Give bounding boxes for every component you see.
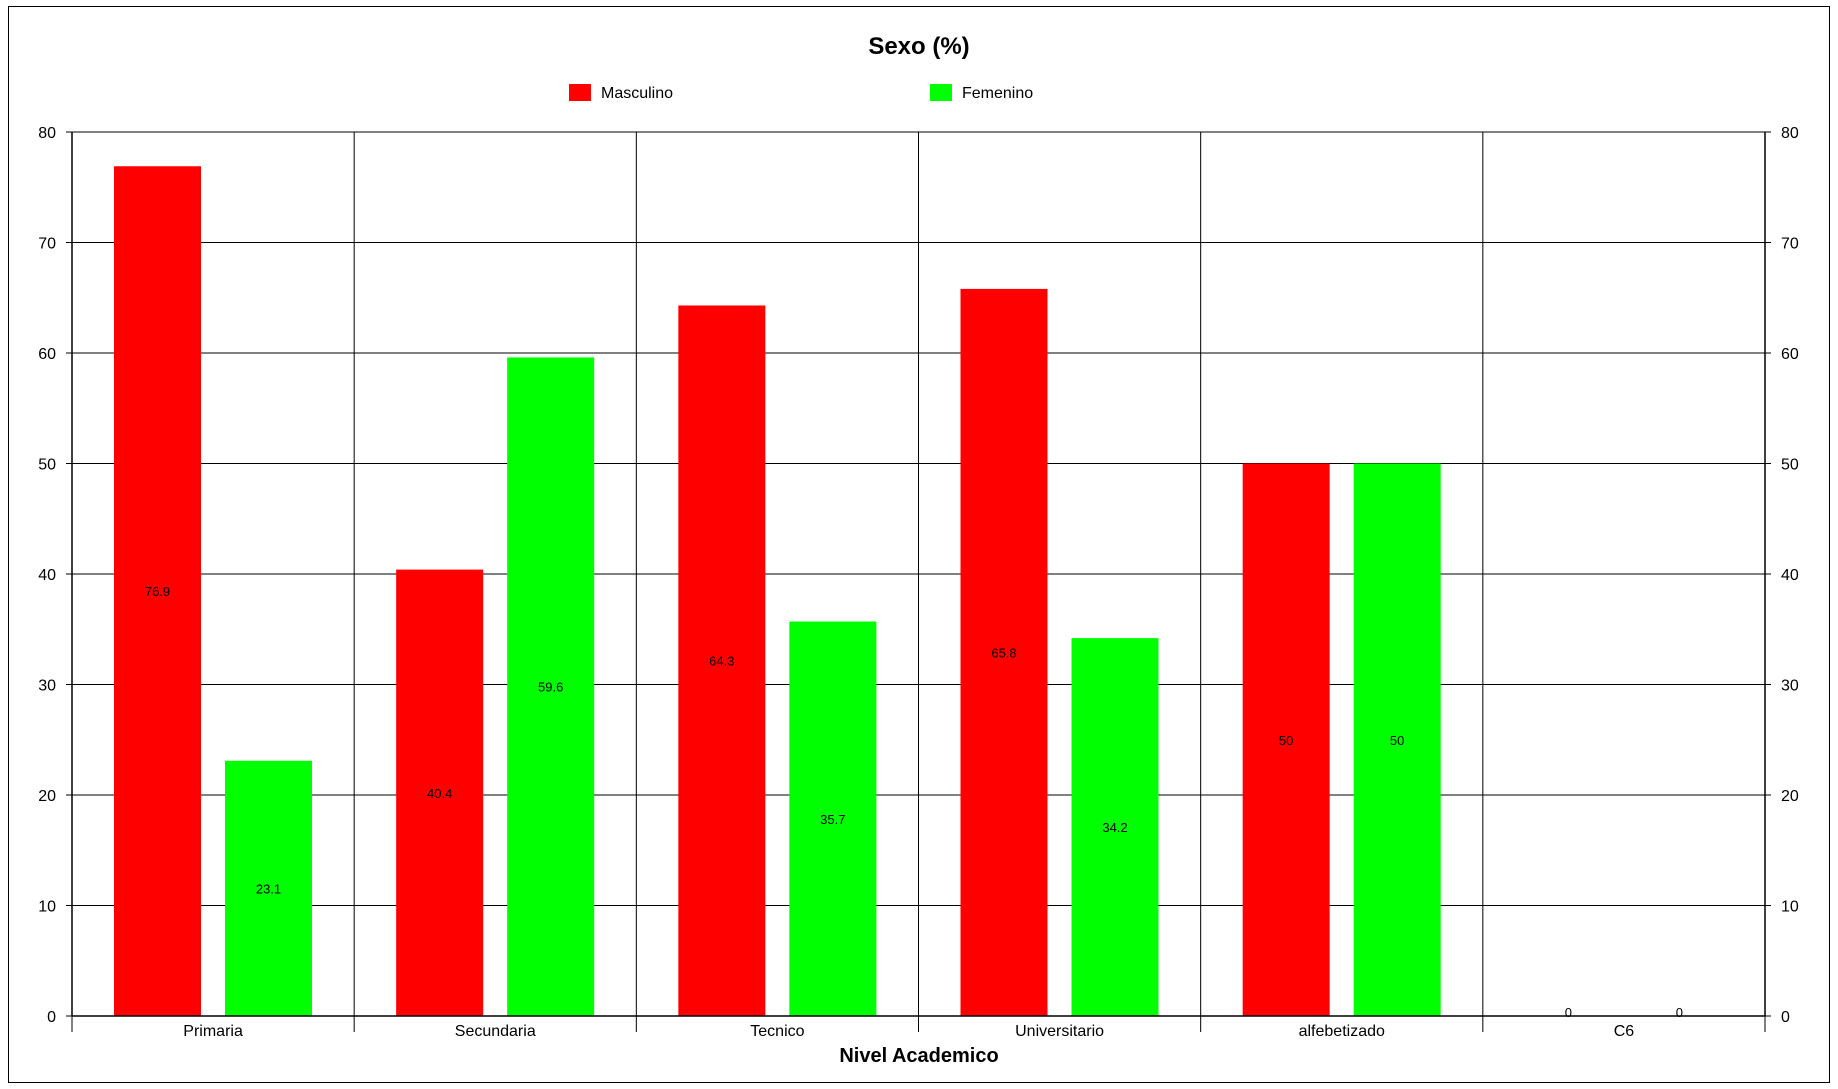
y-tick-label-left: 10	[38, 899, 56, 916]
y-tick-label-left: 60	[38, 346, 56, 363]
data-label: 59.6	[538, 680, 563, 695]
chart-title: Sexo (%)	[868, 33, 969, 60]
legend-swatch-masculino	[569, 84, 591, 101]
data-label: 64.3	[709, 654, 734, 669]
y-tick-label-right: 70	[1781, 236, 1799, 253]
bars: 76.9 23.1 40.4 59.6 64.3 35.7 65.8 34.2 50 50 0 0	[114, 166, 1683, 1020]
data-label: 40.4	[427, 786, 452, 801]
x-axis-title: Nivel Academico	[839, 1045, 998, 1067]
y-tick-label-right: 40	[1781, 567, 1799, 584]
data-label: 23.1	[256, 881, 281, 896]
data-label: 50	[1279, 733, 1293, 748]
x-tick-label: Tecnico	[750, 1023, 804, 1040]
gridlines	[72, 132, 1765, 1032]
x-tick-label: Primaria	[183, 1023, 243, 1040]
y-tick-label-left: 20	[38, 788, 56, 805]
y-tick-label-left: 50	[38, 457, 56, 474]
y-tick-label-right: 20	[1781, 788, 1799, 805]
y-tick-label-right: 80	[1781, 125, 1799, 142]
data-label: 50	[1390, 733, 1404, 748]
y-tick-label-right: 0	[1781, 1009, 1790, 1026]
legend-swatch-femenino	[930, 84, 952, 101]
legend-label-femenino: Femenino	[962, 85, 1033, 102]
y-tick-label-left: 0	[47, 1009, 56, 1026]
y-tick-label-right: 50	[1781, 457, 1799, 474]
y-tick-label-left: 40	[38, 567, 56, 584]
data-label: 0	[1676, 1005, 1683, 1020]
y-tick-label-right: 30	[1781, 678, 1799, 695]
legend-label-masculino: Masculino	[601, 85, 673, 102]
y-tick-label-right: 60	[1781, 346, 1799, 363]
y-tick-label-right: 10	[1781, 899, 1799, 916]
data-label: 0	[1565, 1005, 1572, 1020]
legend: Masculino Femenino	[569, 84, 1033, 102]
y-tick-label-left: 80	[38, 125, 56, 142]
data-label: 76.9	[145, 584, 170, 599]
y-tick-label-left: 70	[38, 236, 56, 253]
data-label: 65.8	[991, 645, 1016, 660]
data-label: 35.7	[820, 812, 845, 827]
x-tick-label: alfebetizado	[1299, 1023, 1385, 1040]
x-tick-label: Universitario	[1015, 1023, 1104, 1040]
y-tick-label-left: 30	[38, 678, 56, 695]
x-tick-label: Secundaria	[455, 1023, 536, 1040]
data-label: 34.2	[1102, 820, 1127, 835]
x-tick-label: C6	[1614, 1023, 1635, 1040]
